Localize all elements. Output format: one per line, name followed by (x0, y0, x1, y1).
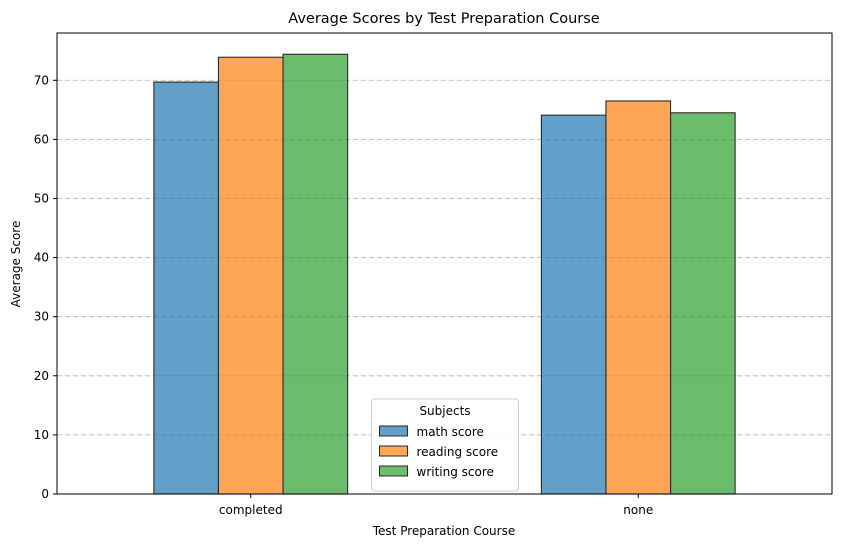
legend: Subjects math score reading score writing s… (371, 398, 519, 492)
legend-item-label: writing score (417, 465, 494, 479)
bars (153, 53, 736, 495)
y-axis-label: Average Score (9, 221, 23, 308)
legend-box (371, 398, 519, 492)
legend-swatch (379, 425, 408, 437)
y-tick-label: 0 (41, 487, 49, 501)
bar-math-score-completed (153, 81, 220, 495)
bar-reading-score-completed (217, 56, 284, 495)
y-tick-label: 70 (34, 73, 49, 87)
y-tick-label: 30 (34, 310, 49, 324)
legend-swatch (379, 465, 408, 477)
x-axis: completed none (219, 494, 653, 517)
legend-item-label: math score (417, 425, 484, 439)
legend-swatch (379, 445, 408, 457)
y-tick-label: 10 (34, 428, 49, 442)
bar-math-score-none (540, 114, 607, 495)
y-tick-label: 20 (34, 369, 49, 383)
bar-writing-score-completed (282, 53, 349, 495)
chart-title: Average Scores by Test Preparation Cours… (288, 11, 600, 27)
y-axis: 0 10 20 30 40 50 60 70 (34, 73, 57, 501)
legend-item-label: reading score (417, 445, 499, 459)
plot-frame (56, 32, 833, 495)
legend-title: Subjects (419, 404, 470, 418)
x-axis-label: Test Preparation Course (372, 524, 515, 538)
x-tick-label: completed (219, 503, 283, 517)
bar-reading-score-none (605, 100, 672, 495)
y-tick-label: 50 (34, 191, 49, 205)
bar-writing-score-none (669, 112, 736, 495)
y-tick-label: 60 (34, 132, 49, 146)
x-tick-label: none (623, 503, 653, 517)
y-tick-label: 40 (34, 251, 49, 265)
